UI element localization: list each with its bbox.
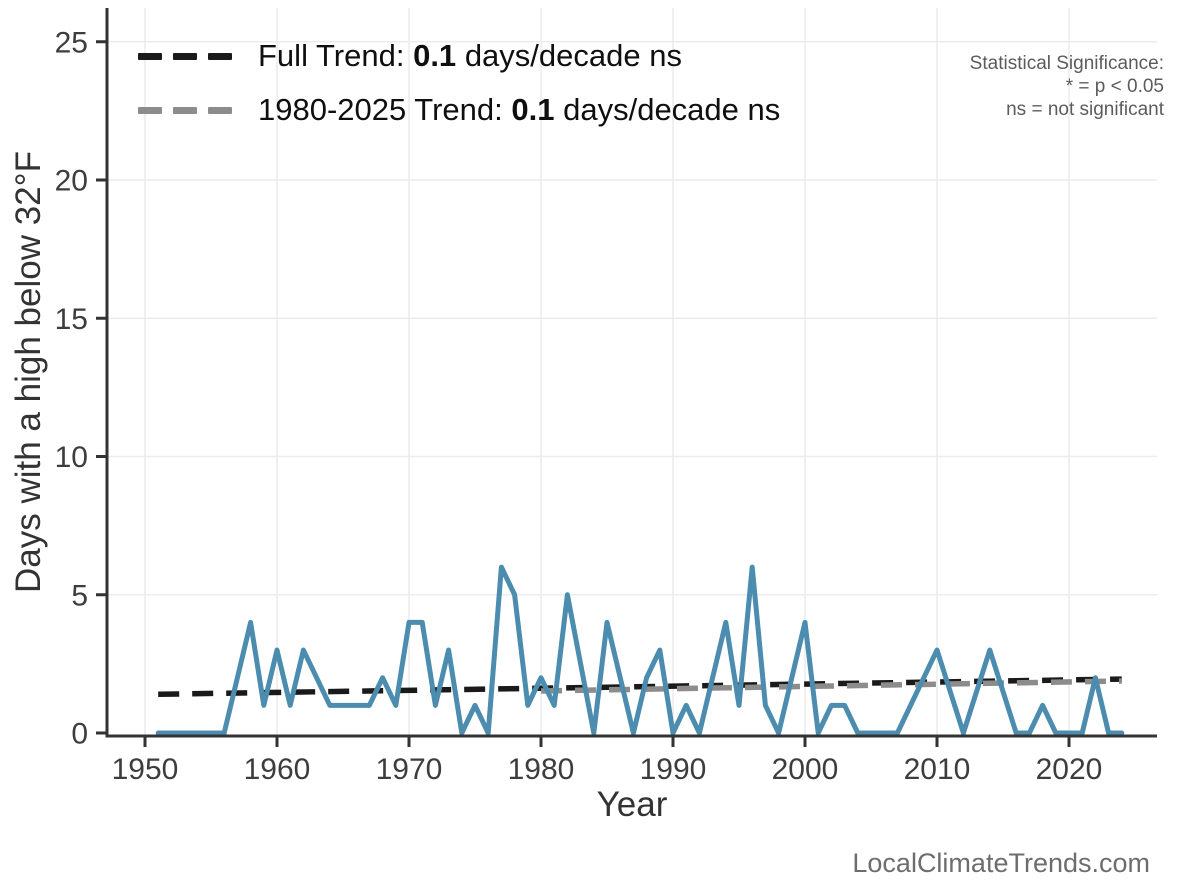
x-tick-label: 1980 — [508, 753, 575, 786]
y-tick-label: 10 — [55, 441, 88, 474]
legend-recent-trend-suffix: days/decade ns — [563, 92, 781, 127]
legend-recent-trend-rate: 0.1 — [511, 92, 555, 127]
legend-item-full-trend: Full Trend: 0.1 days/decade ns — [138, 38, 780, 74]
x-tick-label: 1970 — [376, 753, 443, 786]
x-tick-label: 2020 — [1036, 753, 1103, 786]
trend_1980_2025-line — [540, 678, 1122, 694]
significance-note-pvalue: * = p < 0.05 — [1065, 76, 1164, 97]
data-series-line — [155, 564, 1125, 736]
legend: Full Trend: 0.1 days/decade ns 1980-2025… — [138, 38, 780, 146]
legend-label-full-trend: Full Trend: 0.1 days/decade ns — [258, 38, 682, 74]
y-tick-label: 20 — [55, 165, 88, 198]
x-tick-label: 1960 — [244, 753, 311, 786]
y-tick-label: 15 — [55, 303, 88, 336]
legend-recent-trend-prefix: 1980-2025 Trend: — [258, 92, 503, 127]
y-axis-title: Days with a high below 32°F — [9, 151, 48, 593]
legend-full-trend-rate: 0.1 — [413, 38, 457, 73]
legend-item-1980-2025-trend: 1980-2025 Trend: 0.1 days/decade ns — [138, 92, 780, 128]
full-trend-dash-icon — [138, 52, 232, 60]
significance-note-ns: ns = not significant — [1006, 99, 1164, 120]
watermark: LocalClimateTrends.com — [852, 848, 1150, 878]
x-tick-label: 1990 — [640, 753, 707, 786]
y-tick-label: 5 — [71, 579, 88, 612]
x-tick-label: 1950 — [112, 753, 179, 786]
y-tick-label: 0 — [71, 718, 88, 751]
legend-label-1980-2025-trend: 1980-2025 Trend: 0.1 days/decade ns — [258, 92, 780, 128]
x-tick-label: 2000 — [772, 753, 839, 786]
x-tick-label: 2010 — [904, 753, 971, 786]
legend-full-trend-suffix: days/decade ns — [464, 38, 682, 73]
significance-note: Statistical Significance: * = p < 0.05 n… — [970, 52, 1164, 121]
recent-trend-dash-icon — [138, 106, 232, 114]
full_trend-line — [158, 676, 1122, 698]
legend-full-trend-prefix: Full Trend: — [258, 38, 405, 73]
y-tick-label: 25 — [55, 26, 88, 59]
x-axis-title: Year — [597, 785, 668, 824]
significance-note-title: Statistical Significance: — [969, 53, 1164, 74]
